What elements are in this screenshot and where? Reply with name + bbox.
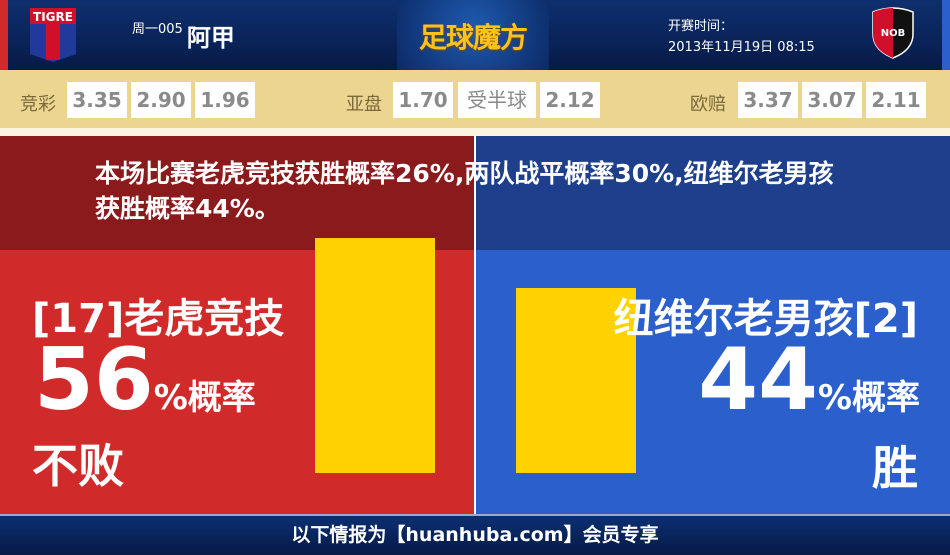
home-result: 不败: [32, 439, 124, 493]
brand-text: 足球魔方: [418, 21, 528, 54]
home-color-strip: [0, 0, 8, 70]
kickoff-label: 开赛时间：: [668, 19, 734, 34]
home-percent-value: 56: [34, 330, 154, 430]
jingcai-label: 竞彩: [20, 94, 56, 115]
match-number: 周一005: [132, 22, 183, 37]
home-percent: 56%概率: [34, 330, 256, 430]
banner-right: [476, 136, 950, 250]
away-percent: 44%概率: [698, 330, 920, 430]
brand-logo: 足球魔方: [397, 0, 549, 70]
banner-left: [0, 136, 474, 250]
match-info: 周一005 阿甲: [132, 18, 235, 53]
away-team-name: 纽维尔老男孩[2]: [613, 296, 918, 342]
probability-summary: 本场比赛老虎竞技获胜概率26%,两队战平概率30%,纽维尔老男孩获胜概率44%。: [95, 159, 834, 223]
jingcai-win-odds: 3.35: [67, 82, 127, 118]
yapan-label: 亚盘: [346, 94, 382, 115]
svg-text:TIGRE: TIGRE: [33, 10, 73, 24]
away-result: 胜: [872, 441, 918, 495]
away-percent-suffix: %概率: [817, 378, 920, 418]
kickoff-time: 开赛时间： 2013年11月19日 08:15: [668, 16, 815, 58]
home-team-logo: TIGRE: [30, 8, 76, 62]
svg-text:NOB: NOB: [881, 28, 906, 39]
oupei-draw-odds: 3.07: [802, 82, 862, 118]
away-percent-value: 44: [698, 330, 818, 430]
yapan-handicap: 受半球: [458, 82, 536, 118]
jingcai-loss-odds: 1.96: [195, 82, 255, 118]
home-team-name: [17]老虎竞技: [32, 296, 285, 342]
away-probability-bar: [516, 288, 636, 473]
jingcai-draw-odds: 2.90: [131, 82, 191, 118]
oupei-label: 欧赔: [690, 94, 726, 115]
odds-bar: 竞彩 3.35 2.90 1.96 亚盘 1.70 受半球 2.12 欧赔 3.…: [0, 70, 950, 128]
oupei-win-odds: 3.37: [738, 82, 798, 118]
divider: [0, 128, 950, 136]
kickoff-value: 2013年11月19日 08:15: [668, 40, 815, 55]
home-panel: [17]老虎竞技 56%概率 不败: [0, 237, 474, 514]
league-name: 阿甲: [186, 24, 235, 52]
home-probability-bar: [315, 237, 435, 473]
header: TIGRE 周一005 阿甲 足球魔方 开赛时间： 2013年11月19日 08:…: [0, 0, 950, 70]
yapan-away-odds: 2.12: [540, 82, 600, 118]
away-color-strip: [942, 0, 950, 70]
yapan-home-odds: 1.70: [393, 82, 453, 118]
oupei-loss-odds: 2.11: [866, 82, 926, 118]
member-footer[interactable]: 以下情报为【huanhuba.com】会员专享: [0, 514, 950, 555]
away-team-logo: NOB: [872, 7, 914, 59]
away-panel: 纽维尔老男孩[2] 44%概率 胜: [476, 250, 950, 514]
home-percent-suffix: %概率: [153, 378, 256, 418]
